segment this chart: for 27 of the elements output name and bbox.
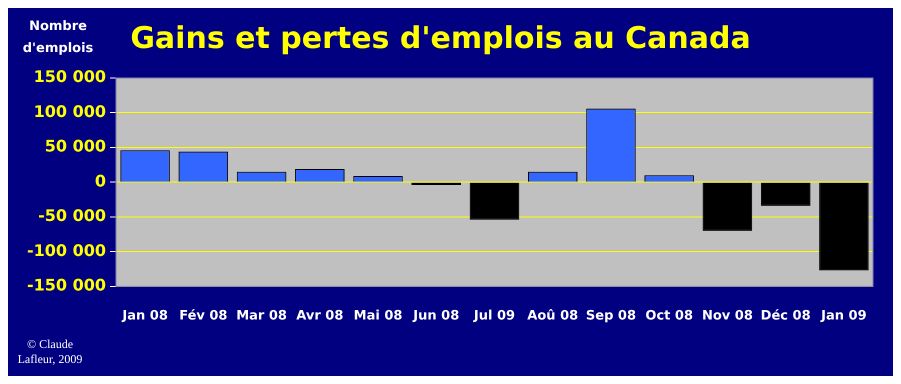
bar	[819, 182, 869, 270]
text: © Claude Lafleur, 2009	[18, 337, 82, 366]
y-tick-label: -50 000	[38, 206, 106, 226]
y-tick-label: 0	[94, 171, 106, 190]
x-tick-label: Aoû 08	[527, 308, 578, 324]
x-tick-label: Jul 09	[472, 308, 516, 324]
x-tick-label: Sep 08	[586, 308, 636, 324]
x-tick-label: Jun 08	[412, 308, 460, 324]
y-tick-label: -100 000	[26, 240, 106, 260]
y-tick-label: 100 000	[34, 102, 106, 121]
chart-title: Gains et pertes d'emplois au Canada	[130, 20, 751, 56]
y-axis-title: Nombre d'emplois	[22, 19, 94, 56]
y-tick-label: 50 000	[44, 136, 106, 156]
x-tick-label: Déc 08	[760, 308, 811, 324]
x-tick-label: Mai 08	[354, 308, 402, 324]
x-tick-label: Avr 08	[296, 308, 344, 324]
bar	[760, 182, 810, 206]
bar	[470, 182, 520, 220]
x-tick-label: Nov 08	[702, 308, 753, 324]
x-tick-label: Jan 08	[121, 308, 168, 324]
y-tick-label: 150 000	[34, 67, 106, 86]
bar	[702, 182, 752, 231]
x-tick-label: Mar 08	[236, 308, 287, 324]
x-tick-label: Jan 09	[820, 308, 867, 324]
y-tick-label: -150 000	[26, 276, 106, 295]
x-tick-label: Oct 08	[645, 308, 693, 324]
x-tick-label: Fév 08	[179, 308, 228, 324]
